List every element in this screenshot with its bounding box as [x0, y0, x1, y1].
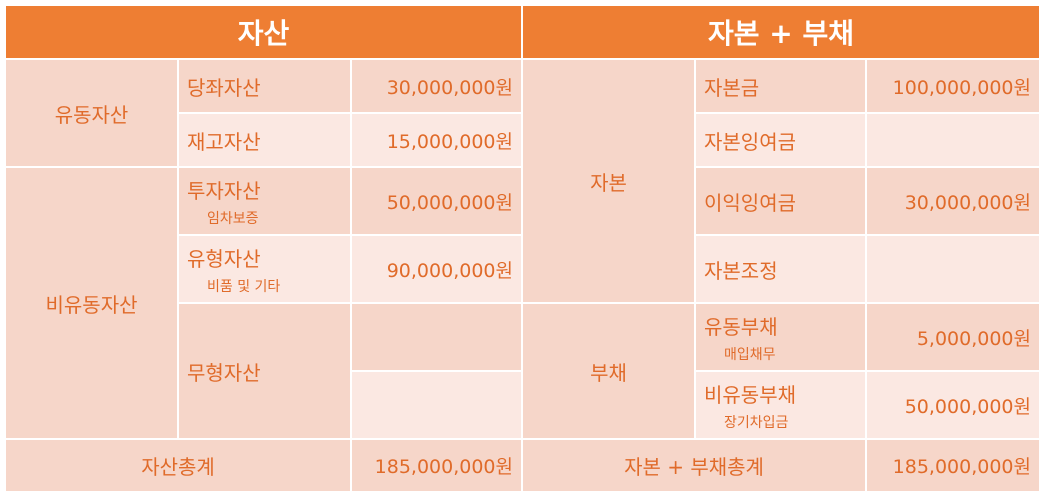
current-assets-category: 유동자산 — [6, 60, 177, 166]
total-assets-label: 자산총계 — [141, 455, 215, 479]
current-liabilities-sublabel: 매입채무 — [724, 346, 776, 363]
inventory-label: 재고자산 — [187, 129, 261, 154]
equity-liabilities-header-label: 자본 + 부채 — [708, 17, 854, 50]
equity-category: 자본 — [523, 60, 694, 302]
current-liabilities-value: 5,000,000원 — [916, 327, 1031, 350]
capital-adjustment-label: 자본조정 — [704, 258, 778, 283]
noncurrent-liabilities-value: 50,000,000원 — [904, 395, 1031, 418]
investment-assets-sublabel: 임차보증 — [207, 210, 259, 227]
inventory-value-cell: 15,000,000원 — [352, 114, 521, 166]
noncurrent-assets-label: 비유동자산 — [45, 292, 138, 317]
quick-assets-label-cell: 당좌자산 — [179, 60, 350, 112]
noncurrent-liabilities-label-cell: 비유동부채 장기차입금 — [696, 372, 865, 438]
investment-assets-value-cell: 50,000,000원 — [352, 168, 521, 234]
retained-earnings-value-cell: 30,000,000원 — [867, 168, 1039, 234]
retained-earnings-label-cell: 이익잉여금 — [696, 168, 865, 234]
total-assets-label-cell: 자산총계 — [6, 440, 350, 491]
liabilities-label: 부채 — [590, 360, 627, 385]
current-assets-label: 유동자산 — [54, 102, 129, 127]
retained-earnings-value: 30,000,000원 — [904, 191, 1031, 214]
total-equity-liabilities-value: 185,000,000원 — [892, 456, 1031, 478]
capital-surplus-label-cell: 자본잉여금 — [696, 114, 865, 166]
retained-earnings-label: 이익잉여금 — [704, 190, 796, 215]
quick-assets-value: 30,000,000원 — [386, 76, 513, 99]
total-assets-value-cell: 185,000,000원 — [352, 440, 521, 491]
total-el-label-cell: 자본 + 부채총계 — [523, 440, 865, 491]
intangible-assets-value-cell — [352, 304, 521, 370]
noncurrent-assets-category: 비유동자산 — [6, 168, 177, 438]
quick-assets-value-cell: 30,000,000원 — [352, 60, 521, 112]
balance-sheet-table: 자산 자본 + 부채 유동자산 당좌자산 30,000,000원 재고자산 15… — [6, 6, 1041, 491]
capital-stock-value-cell: 100,000,000원 — [867, 60, 1039, 112]
assets-header: 자산 — [6, 6, 521, 58]
tangible-assets-value-cell: 90,000,000원 — [352, 236, 521, 302]
inventory-value: 15,000,000원 — [386, 130, 513, 153]
investment-assets-label: 투자자산 — [187, 178, 261, 203]
tangible-assets-value: 90,000,000원 — [386, 259, 513, 282]
current-liabilities-label: 유동부채 — [704, 314, 778, 339]
capital-adjustment-value-cell — [867, 236, 1039, 302]
noncurrent-liabilities-label: 비유동부채 — [704, 382, 796, 407]
inventory-label-cell: 재고자산 — [179, 114, 350, 166]
capital-stock-label-cell: 자본금 — [696, 60, 865, 112]
capital-adjustment-label-cell: 자본조정 — [696, 236, 865, 302]
intangible-assets-value2-cell — [352, 372, 521, 438]
tangible-assets-label-cell: 유형자산 비품 및 기타 — [179, 236, 350, 302]
tangible-assets-label: 유형자산 — [187, 246, 261, 271]
intangible-assets-label-cell: 무형자산 — [179, 304, 350, 438]
assets-header-label: 자산 — [237, 17, 290, 50]
tangible-assets-sublabel: 비품 및 기타 — [207, 278, 281, 295]
equity-label: 자본 — [590, 170, 627, 195]
investment-assets-value: 50,000,000원 — [386, 191, 513, 214]
current-liabilities-label-cell: 유동부채 매입채무 — [696, 304, 865, 370]
total-assets-value: 185,000,000원 — [374, 456, 513, 478]
equity-liabilities-header: 자본 + 부채 — [523, 6, 1039, 58]
investment-assets-label-cell: 투자자산 임차보증 — [179, 168, 350, 234]
quick-assets-label: 당좌자산 — [187, 75, 261, 100]
liabilities-category: 부채 — [523, 304, 694, 438]
intangible-assets-label: 무형자산 — [187, 360, 261, 385]
current-liabilities-value-cell: 5,000,000원 — [867, 304, 1039, 370]
capital-surplus-value-cell — [867, 114, 1039, 166]
capital-stock-label: 자본금 — [704, 75, 760, 100]
noncurrent-liabilities-value-cell: 50,000,000원 — [867, 372, 1039, 438]
capital-surplus-label: 자본잉여금 — [704, 129, 796, 154]
total-equity-liabilities-label: 자본 + 부채총계 — [624, 455, 764, 479]
noncurrent-liabilities-sublabel: 장기차입금 — [724, 414, 789, 431]
capital-stock-value: 100,000,000원 — [892, 76, 1031, 99]
total-el-value-cell: 185,000,000원 — [867, 440, 1039, 491]
